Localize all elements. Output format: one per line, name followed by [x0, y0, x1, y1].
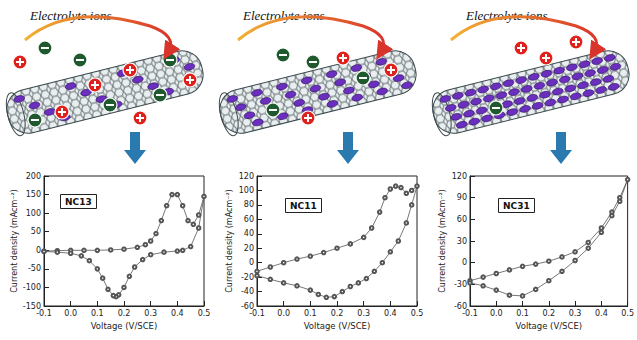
svg-text:Voltage (V/SCE): Voltage (V/SCE) [516, 321, 583, 331]
svg-text:NC11: NC11 [290, 201, 317, 211]
svg-text:-0.1: -0.1 [36, 309, 52, 318]
svg-text:-0.1: -0.1 [249, 309, 265, 318]
svg-text:0.0: 0.0 [490, 309, 503, 318]
svg-text:0.1: 0.1 [91, 309, 104, 318]
svg-text:-60: -60 [240, 301, 254, 311]
svg-text:0.4: 0.4 [595, 309, 608, 318]
svg-text:80: 80 [244, 200, 254, 209]
svg-text:Current density (mAcm⁻²): Current density (mAcm⁻²) [438, 189, 447, 292]
svg-text:0.3: 0.3 [357, 309, 370, 318]
svg-text:Current density (mAcm⁻²): Current density (mAcm⁻²) [10, 189, 19, 292]
svg-text:-60: -60 [453, 301, 467, 311]
svg-text:0.3: 0.3 [569, 309, 582, 318]
svg-text:0.4: 0.4 [384, 309, 397, 318]
svg-text:Electrolyte ions: Electrolyte ions [30, 8, 112, 23]
svg-text:0.2: 0.2 [118, 309, 131, 318]
svg-text:0.5: 0.5 [198, 309, 211, 318]
svg-text:150: 150 [26, 190, 41, 199]
svg-text:100: 100 [239, 186, 254, 195]
svg-text:-150: -150 [22, 301, 41, 311]
svg-text:-40: -40 [241, 287, 254, 296]
svg-text:-30: -30 [454, 280, 467, 289]
svg-text:0.5: 0.5 [411, 309, 424, 318]
svg-text:0.1: 0.1 [304, 309, 317, 318]
svg-text:0: 0 [36, 246, 41, 255]
svg-text:-100: -100 [23, 283, 41, 292]
svg-text:20: 20 [244, 244, 254, 253]
svg-text:0.1: 0.1 [516, 309, 529, 318]
svg-text:90: 90 [457, 193, 467, 202]
svg-text:Current density (mAcm⁻²): Current density (mAcm⁻²) [225, 189, 234, 292]
svg-text:40: 40 [244, 229, 254, 238]
svg-text:Voltage (V/SCE): Voltage (V/SCE) [304, 321, 371, 331]
svg-text:-50: -50 [28, 264, 41, 273]
svg-text:0.2: 0.2 [542, 309, 555, 318]
svg-text:30: 30 [457, 237, 467, 246]
svg-text:NC31: NC31 [503, 201, 530, 211]
svg-text:NC13: NC13 [65, 197, 92, 207]
svg-text:200: 200 [26, 172, 41, 181]
svg-text:-20: -20 [241, 273, 254, 282]
svg-text:0: 0 [462, 258, 467, 267]
svg-text:0.4: 0.4 [171, 309, 184, 318]
svg-text:120: 120 [452, 172, 467, 181]
svg-text:0.0: 0.0 [277, 309, 290, 318]
svg-text:0.0: 0.0 [64, 309, 77, 318]
svg-text:-0.1: -0.1 [462, 309, 478, 318]
svg-text:0.2: 0.2 [331, 309, 344, 318]
svg-text:Electrolyte ions: Electrolyte ions [465, 8, 547, 23]
svg-text:Voltage (V/SCE): Voltage (V/SCE) [91, 321, 158, 331]
svg-text:0: 0 [249, 258, 254, 267]
svg-text:60: 60 [244, 215, 254, 224]
svg-text:50: 50 [31, 227, 41, 236]
svg-text:100: 100 [26, 209, 41, 218]
svg-text:120: 120 [239, 172, 254, 181]
svg-text:60: 60 [457, 215, 467, 224]
svg-text:Electrolyte ions: Electrolyte ions [243, 8, 325, 23]
svg-text:0.3: 0.3 [144, 309, 157, 318]
svg-text:0.5: 0.5 [621, 309, 634, 318]
